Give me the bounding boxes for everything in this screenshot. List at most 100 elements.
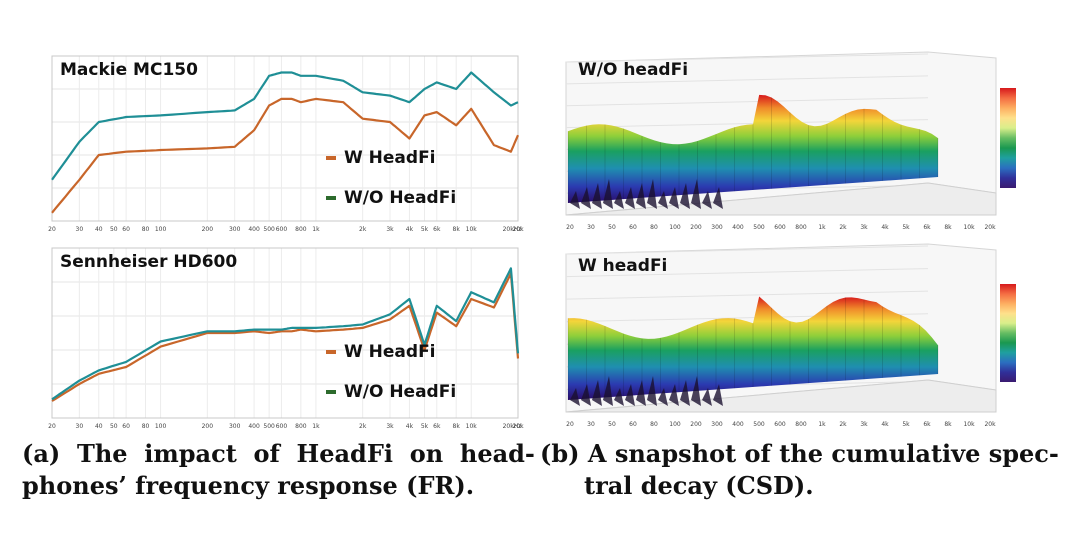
x-tick-label: 10k [466, 226, 478, 233]
csd-chart-without: 20 30 50 60 80 100 200 300 400 500 600 800 1k 2k 3k 4k 5… [565, 51, 997, 231]
mackie-legend-without: W/O HeadFi [326, 188, 456, 208]
x-tick-label: 5k [421, 423, 429, 430]
csd-decay-spike [636, 380, 646, 406]
csd-floor [565, 182, 997, 216]
csd-decay-spike [658, 388, 668, 406]
x-tick-label: 80 [650, 224, 658, 231]
x-tick-label: 6k [433, 423, 441, 430]
x-tick-label: 4k [406, 226, 414, 233]
x-tick-label: 400 [248, 226, 260, 233]
x-tick-label: 300 [229, 423, 241, 430]
csd-decay-spike [647, 179, 657, 209]
x-tick-label: 4k [881, 224, 889, 231]
x-tick-label: 300 [229, 226, 241, 233]
grid-line [565, 268, 929, 278]
legend-label-without: W/O HeadFi [344, 382, 457, 402]
grid-line [565, 97, 929, 107]
csd-title-with: W headFi [578, 256, 668, 276]
grid-line [565, 245, 929, 255]
x-tick-label: 30 [587, 224, 595, 231]
x-tick-label: 20 [566, 421, 574, 428]
fr-chart-sennheiser: 20 30 40 50 60 80 100 200 300 400 500 600 800 1k 2k 3k 4… [48, 247, 524, 430]
csd-decay-spike [581, 384, 591, 406]
mackie-title: Mackie MC150 [60, 60, 198, 80]
x-tick-label: 100 [155, 226, 167, 233]
x-tick-label: 3k [386, 423, 394, 430]
legend-swatch-with [326, 350, 336, 354]
x-tick-label: 800 [295, 226, 307, 233]
x-tick-label: 10k [963, 421, 975, 428]
plot-frame [51, 55, 519, 222]
x-tick-label: 4k [881, 421, 889, 428]
caption-a-line2: phones’ frequency response (FR). [22, 471, 475, 500]
x-tick-label: 20k [512, 423, 524, 430]
x-tick-label: 800 [795, 421, 807, 428]
x-tick-label: 30 [76, 423, 84, 430]
csd-decay-spike [625, 384, 635, 406]
x-tick-label: 200 [690, 224, 702, 231]
csd-title-without: W/O headFi [578, 60, 689, 80]
csd-surface [568, 296, 938, 400]
x-tick-label: 1k [818, 421, 826, 428]
csd-colorbar-without [1000, 88, 1016, 188]
csd-decay-spike [713, 187, 723, 209]
x-tick-label: 2k [359, 423, 367, 430]
csd-plot-without: 20 30 50 60 80 100 200 300 400 500 600 800 1k 2k 3k 4k 5… [548, 48, 1004, 233]
legend-swatch-with [326, 156, 336, 160]
csd-decay-spike [625, 187, 635, 209]
x-tick-label: 2k [839, 224, 847, 231]
x-tick-label: 3k [860, 224, 868, 231]
legend-label-without: W/O HeadFi [344, 188, 457, 208]
csd-decay-spike [691, 179, 701, 209]
fr-chart-mackie: 20 30 40 50 60 80 100 200 300 400 500 600 800 1k 2k 3k 4… [48, 55, 524, 233]
caption-a-line1: (a) The impact of HeadFi on head- [22, 439, 535, 468]
x-tick-label: 20 [566, 224, 574, 231]
x-tick-label: 600 [774, 421, 786, 428]
x-tick-label: 4k [406, 423, 414, 430]
sennheiser-legend-without: W/O HeadFi [326, 382, 456, 402]
csd-decay-spike [570, 191, 580, 209]
x-tick-label: 1k [818, 224, 826, 231]
csd-decay-spike [636, 183, 646, 209]
caption-b-line1: (b) A snapshot of the cumulative spec- [540, 439, 1059, 468]
x-tick-label: 200 [690, 421, 702, 428]
x-tick-label: 20kHz [503, 423, 522, 430]
legend-label-with: W HeadFi [344, 148, 436, 168]
csd-floor [565, 379, 997, 413]
csd-decay-spike [592, 183, 602, 209]
x-tick-label: 400 [248, 423, 260, 430]
x-tick-label: 8k [453, 226, 461, 233]
x-tick-label: 2k [839, 421, 847, 428]
x-tick-label: 60 [629, 421, 637, 428]
x-tick-label: 500 [753, 421, 765, 428]
x-tick-label: 60 [629, 224, 637, 231]
csd-surface [568, 94, 938, 203]
csd-chart-with: 20 30 50 60 80 100 200 300 400 500 600 800 1k 2k 3k 4k 5… [565, 243, 997, 428]
x-tick-label: 2k [359, 226, 367, 233]
x-tick-label: 600 [276, 226, 288, 233]
x-tick-label: 60 [122, 226, 130, 233]
series-line-with-headfi [51, 272, 520, 402]
x-tick-label: 80 [650, 421, 658, 428]
x-tick-label: 50 [608, 224, 616, 231]
x-tick-label: 6k [923, 224, 931, 231]
csd-decay-spike [603, 376, 613, 406]
x-tick-label: 80 [142, 423, 150, 430]
x-tick-label: 20k [984, 224, 996, 231]
fr-plot-mackie: 20 30 40 50 60 80 100 200 300 400 500 600 800 1k 2k 3k 4… [36, 48, 526, 233]
x-tick-label: 600 [276, 423, 288, 430]
x-tick-label: 3k [860, 421, 868, 428]
x-tick-label: 100 [669, 421, 681, 428]
x-tick-label: 1k [312, 423, 320, 430]
csd-decay-spike [713, 384, 723, 406]
csd-decay-spike [669, 187, 679, 209]
caption-b: (b) A snapshot of the cumulative spec- t… [540, 438, 1060, 502]
x-tick-label: 500 [263, 226, 275, 233]
x-tick-label: 300 [711, 224, 723, 231]
csd-decay-spike [603, 179, 613, 209]
x-tick-label: 300 [711, 421, 723, 428]
csd-decay-spike [658, 191, 668, 209]
x-tick-label: 10k [963, 224, 975, 231]
sennheiser-title: Sennheiser HD600 [60, 252, 238, 272]
caption-a: (a) The impact of HeadFi on head- phones… [22, 438, 542, 502]
